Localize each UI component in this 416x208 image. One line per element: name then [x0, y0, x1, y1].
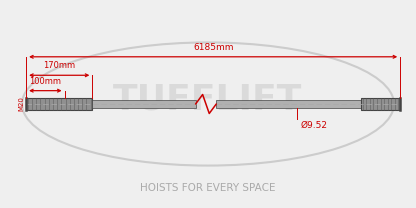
Text: M20: M20 [18, 97, 24, 111]
Text: Ø9.52: Ø9.52 [301, 121, 328, 130]
Text: 6185mm: 6185mm [193, 43, 233, 52]
Bar [26, 98, 92, 110]
Text: TUFFLIFT: TUFFLIFT [113, 83, 303, 117]
Text: HOISTS FOR EVERY SPACE: HOISTS FOR EVERY SPACE [140, 183, 276, 193]
Text: 100mm: 100mm [30, 77, 61, 86]
Text: 170mm: 170mm [43, 61, 75, 70]
Bar [216, 100, 361, 108]
Bar [92, 100, 196, 108]
Bar [361, 98, 400, 110]
